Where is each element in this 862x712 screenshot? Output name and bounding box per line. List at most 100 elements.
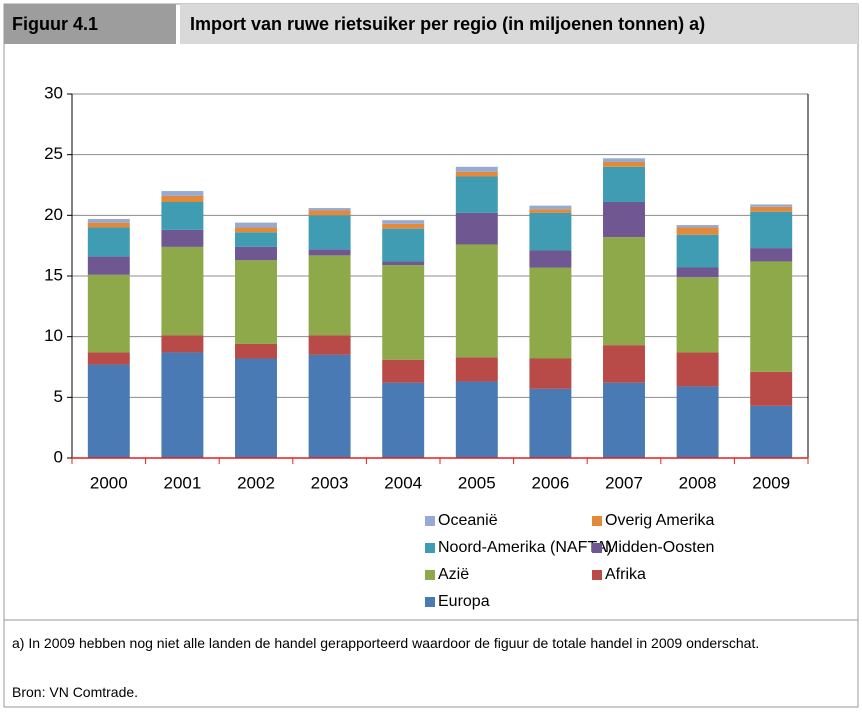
bar-segment	[603, 237, 645, 346]
bar-segment	[308, 354, 351, 458]
x-tick-label: 2008	[679, 473, 717, 492]
legend-label: Midden-Oosten	[605, 539, 714, 556]
x-tick-label: 2004	[384, 473, 422, 492]
bar-segment	[455, 212, 498, 245]
bar-segment	[382, 220, 425, 224]
x-tick-label: 2007	[605, 473, 643, 492]
bar-segment	[308, 249, 351, 256]
bar-segment	[161, 195, 204, 202]
bar-segment	[308, 210, 351, 216]
bar-segment	[161, 352, 204, 458]
bar-segment	[382, 359, 425, 383]
bar-segment	[529, 267, 572, 359]
bar-segment	[603, 161, 645, 167]
y-tick-label: 10	[44, 326, 63, 345]
bar-segment	[235, 227, 277, 233]
bar-segment	[529, 388, 572, 458]
legend-label: Europa	[438, 593, 490, 610]
y-tick-label: 20	[44, 205, 63, 224]
x-tick-label: 2005	[458, 473, 496, 492]
bar-segment	[750, 261, 793, 372]
x-tick-label: 2000	[90, 473, 128, 492]
bar-segment	[455, 381, 498, 458]
bar-segment	[676, 386, 719, 458]
bar-segment	[87, 352, 130, 365]
bar-segment	[382, 223, 425, 229]
bar-segment	[750, 371, 793, 406]
y-tick-label: 5	[54, 387, 63, 406]
bar-segment	[455, 171, 498, 177]
legend-swatch	[425, 516, 435, 526]
bar-segment	[603, 158, 645, 162]
legend-label: Noord-Amerika (NAFTA)	[438, 539, 612, 556]
bar-segment	[87, 222, 130, 228]
bar-segment	[676, 267, 719, 278]
bar-segment	[161, 246, 204, 336]
bar-segment	[603, 382, 645, 458]
figure-label: Figuur 4.1	[12, 14, 98, 34]
y-tick-label: 30	[44, 83, 63, 102]
bar-segment	[308, 335, 351, 355]
bar-segment	[676, 277, 719, 353]
bar-segment	[529, 209, 572, 213]
bar-segment	[676, 227, 719, 235]
y-tick-label: 0	[54, 447, 63, 466]
bar-segment	[603, 345, 645, 383]
bar-segment	[750, 211, 793, 249]
legend-swatch	[425, 543, 435, 553]
figure-label-bg	[4, 4, 176, 44]
legend-label: Overig Amerika	[605, 512, 714, 529]
y-tick-label: 25	[44, 144, 63, 163]
bar-segment	[87, 256, 130, 275]
bar-segment	[87, 218, 130, 223]
bar-segment	[308, 255, 351, 336]
bar-segment	[235, 358, 277, 458]
legend-label: Afrika	[605, 566, 646, 583]
legend-label: Azië	[438, 566, 469, 583]
bar-segment	[529, 358, 572, 389]
x-tick-label: 2001	[163, 473, 201, 492]
bar-segment	[235, 246, 277, 261]
bar-segment	[382, 261, 425, 266]
bar-segment	[235, 222, 277, 228]
bar-segment	[676, 225, 719, 228]
bar-segment	[529, 205, 572, 210]
bar-segment	[308, 215, 351, 250]
bar-segment	[750, 248, 793, 262]
bar-segment	[161, 229, 204, 247]
bar-segment	[750, 405, 793, 458]
bar-segment	[87, 274, 130, 353]
legend-swatch	[592, 516, 602, 526]
legend-swatch	[425, 570, 435, 580]
bar-segment	[603, 166, 645, 202]
bar-segment	[603, 201, 645, 238]
legend-swatch	[592, 570, 602, 580]
legend-swatch	[425, 597, 435, 607]
bar-segment	[455, 166, 498, 172]
bar-segment	[750, 204, 793, 207]
bar-segment	[750, 206, 793, 212]
legend-label: Oceanië	[438, 512, 498, 529]
x-tick-label: 2002	[237, 473, 275, 492]
bar-segment	[529, 250, 572, 268]
bar-segment	[455, 176, 498, 213]
bar-segment	[161, 191, 204, 196]
footnote: a) In 2009 hebben nog niet alle landen d…	[12, 635, 760, 651]
chart-title: Import van ruwe rietsuiker per regio (in…	[190, 14, 705, 34]
x-tick-label: 2009	[752, 473, 790, 492]
x-tick-label: 2003	[311, 473, 349, 492]
title-bg	[180, 4, 858, 44]
source: Bron: VN Comtrade.	[12, 684, 139, 700]
bar-segment	[235, 232, 277, 247]
bar-segment	[235, 343, 277, 359]
bar-segment	[161, 201, 204, 230]
x-tick-label: 2006	[531, 473, 569, 492]
bar-segment	[455, 357, 498, 382]
bar-segment	[382, 228, 425, 262]
bar-segment	[235, 260, 277, 344]
bar-segment	[382, 265, 425, 360]
y-tick-label: 15	[44, 265, 63, 284]
bar-segment	[676, 234, 719, 268]
